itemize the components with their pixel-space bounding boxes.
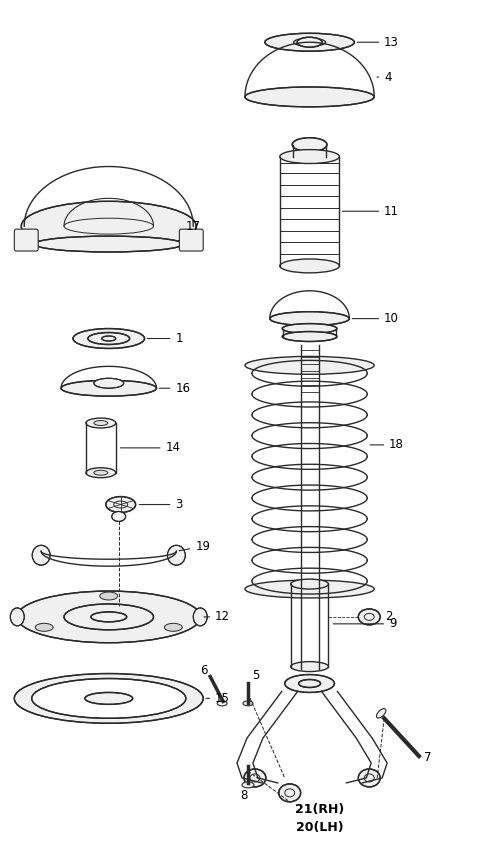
Ellipse shape <box>11 608 24 626</box>
Text: 18: 18 <box>370 439 404 451</box>
Text: 5: 5 <box>252 668 259 682</box>
Ellipse shape <box>94 421 108 426</box>
Ellipse shape <box>292 138 327 151</box>
Text: 2: 2 <box>385 610 393 623</box>
Text: 20(LH): 20(LH) <box>296 820 343 834</box>
Ellipse shape <box>64 604 154 630</box>
Ellipse shape <box>243 701 253 706</box>
Ellipse shape <box>86 418 116 428</box>
Ellipse shape <box>91 612 127 622</box>
Ellipse shape <box>245 356 374 374</box>
Text: 6: 6 <box>200 664 208 677</box>
Ellipse shape <box>102 336 116 341</box>
Text: 4: 4 <box>377 71 392 83</box>
Ellipse shape <box>61 380 156 396</box>
Text: 17: 17 <box>185 219 200 233</box>
Ellipse shape <box>280 150 339 163</box>
Text: 1: 1 <box>147 332 183 345</box>
Text: 11: 11 <box>342 205 399 218</box>
Ellipse shape <box>88 332 130 344</box>
Ellipse shape <box>85 693 132 705</box>
Ellipse shape <box>35 623 53 632</box>
Ellipse shape <box>291 661 328 672</box>
Text: 19: 19 <box>179 540 210 552</box>
Ellipse shape <box>299 679 321 688</box>
Text: 14: 14 <box>120 441 180 455</box>
Ellipse shape <box>86 468 116 478</box>
Text: 9: 9 <box>333 617 396 631</box>
Ellipse shape <box>297 37 322 48</box>
FancyBboxPatch shape <box>180 230 203 251</box>
Ellipse shape <box>279 784 300 802</box>
Text: 12: 12 <box>204 610 230 623</box>
Ellipse shape <box>32 546 50 565</box>
Ellipse shape <box>291 579 328 589</box>
Text: 8: 8 <box>240 789 247 802</box>
Ellipse shape <box>282 324 337 333</box>
Ellipse shape <box>294 38 325 46</box>
FancyBboxPatch shape <box>14 230 38 251</box>
Ellipse shape <box>94 378 124 388</box>
Text: 7: 7 <box>424 751 432 764</box>
Ellipse shape <box>270 312 349 326</box>
Ellipse shape <box>112 512 126 521</box>
Ellipse shape <box>17 591 201 643</box>
Ellipse shape <box>106 496 136 513</box>
Ellipse shape <box>358 609 380 625</box>
Ellipse shape <box>285 675 335 693</box>
Ellipse shape <box>164 623 182 632</box>
Ellipse shape <box>242 782 254 788</box>
Ellipse shape <box>193 608 207 626</box>
Ellipse shape <box>35 236 183 252</box>
Ellipse shape <box>245 580 374 598</box>
Ellipse shape <box>244 769 266 787</box>
Text: 15: 15 <box>206 692 230 705</box>
Text: 10: 10 <box>352 312 399 325</box>
Ellipse shape <box>21 201 196 251</box>
Ellipse shape <box>280 259 339 273</box>
Ellipse shape <box>32 678 186 718</box>
Ellipse shape <box>100 592 118 600</box>
Text: 13: 13 <box>357 36 399 48</box>
Ellipse shape <box>73 329 144 348</box>
Text: 3: 3 <box>139 498 183 511</box>
Ellipse shape <box>168 546 185 565</box>
Ellipse shape <box>376 709 386 718</box>
Ellipse shape <box>217 701 227 706</box>
Ellipse shape <box>94 470 108 475</box>
Ellipse shape <box>265 33 354 51</box>
Ellipse shape <box>282 332 337 342</box>
Ellipse shape <box>245 87 374 107</box>
Ellipse shape <box>358 769 380 787</box>
Text: 21(RH): 21(RH) <box>295 802 344 816</box>
Ellipse shape <box>14 673 203 723</box>
Text: 16: 16 <box>159 382 191 394</box>
